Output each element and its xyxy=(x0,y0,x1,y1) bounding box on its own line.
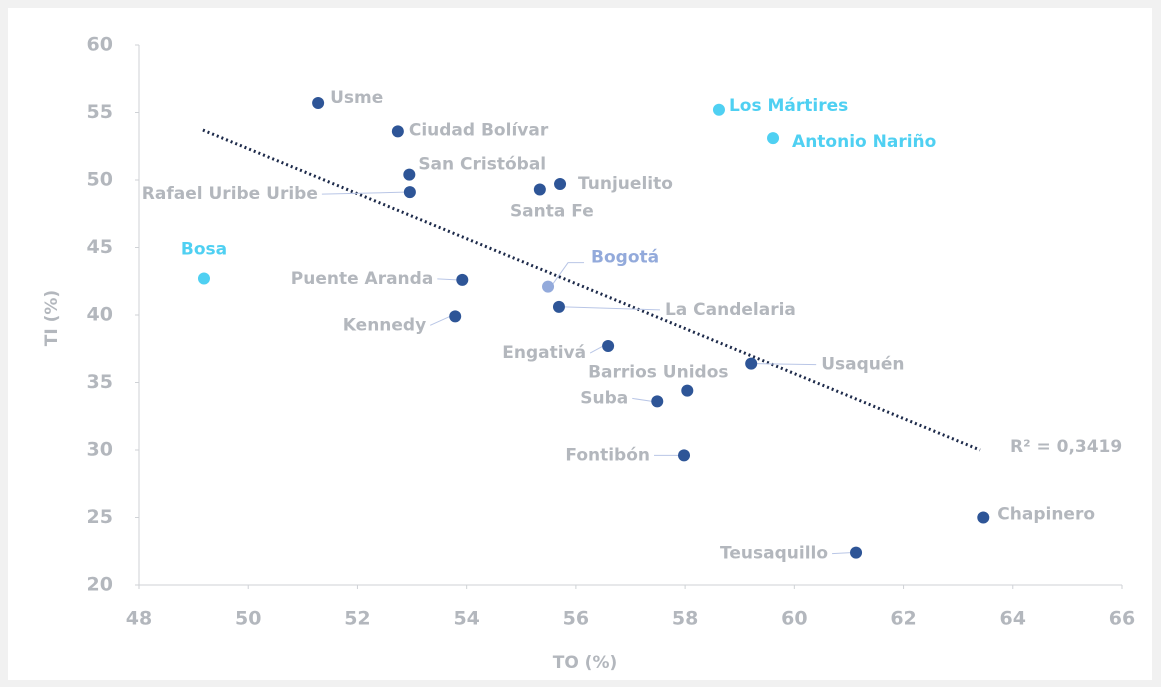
leader-line xyxy=(552,262,585,284)
point xyxy=(391,125,404,138)
point-label: Bogotá xyxy=(591,248,659,268)
y-tick-label: 30 xyxy=(87,439,113,461)
point xyxy=(681,384,694,397)
point-label: Suba xyxy=(580,388,628,408)
leader-line xyxy=(832,552,852,555)
point xyxy=(602,340,615,353)
y-tick-label: 35 xyxy=(87,371,113,393)
annotation: R² = 0,3419 xyxy=(1010,437,1122,457)
point xyxy=(651,395,664,408)
point xyxy=(554,178,567,191)
y-tick-label: 40 xyxy=(87,304,113,326)
point-label: Kennedy xyxy=(343,315,426,335)
point-label: Usme xyxy=(330,88,383,108)
y-tick-label: 55 xyxy=(87,101,113,123)
point xyxy=(850,546,863,559)
y-tick-label: 25 xyxy=(87,506,113,528)
point-label: San Cristóbal xyxy=(418,155,546,175)
point-label: La Candelaria xyxy=(665,300,796,320)
point-label: Bosa xyxy=(181,240,227,260)
point-label: Los Mártires xyxy=(729,96,848,116)
x-tick-label: 64 xyxy=(1000,608,1026,630)
trendline xyxy=(202,128,981,452)
point xyxy=(767,132,780,145)
point xyxy=(542,280,555,293)
point xyxy=(552,300,565,313)
x-tick-label: 66 xyxy=(1109,608,1135,630)
leader-line xyxy=(756,363,817,366)
x-tick-label: 52 xyxy=(344,608,370,630)
point xyxy=(456,273,469,286)
x-tick-label: 50 xyxy=(235,608,261,630)
leader-line xyxy=(429,315,451,326)
point xyxy=(403,186,416,199)
point xyxy=(712,103,725,116)
point xyxy=(678,449,691,462)
y-tick-label: 50 xyxy=(87,169,113,191)
point-label: Ciudad Bolívar xyxy=(409,120,549,140)
point xyxy=(197,272,210,285)
x-tick-label: 60 xyxy=(781,608,807,630)
x-tick-label: 48 xyxy=(126,608,152,630)
y-tick-label: 45 xyxy=(87,236,113,258)
leader-line xyxy=(321,191,405,195)
x-tick-label: 56 xyxy=(563,608,589,630)
point-label: Engativá xyxy=(502,343,586,363)
point-label: Puente Aranda xyxy=(291,269,434,289)
y-tick-label: 60 xyxy=(87,34,113,56)
plot-background xyxy=(8,8,1152,680)
point-label: Tunjuelito xyxy=(578,174,673,194)
point xyxy=(745,357,758,370)
point-label: Chapinero xyxy=(997,505,1095,525)
point xyxy=(977,511,990,524)
point-label: Santa Fe xyxy=(510,201,594,221)
point xyxy=(403,168,416,181)
point-label: Barrios Unidos xyxy=(588,363,728,383)
leader-line xyxy=(563,306,660,311)
x-axis-label: TO (%) xyxy=(553,653,618,673)
point-label: Teusaquillo xyxy=(720,544,828,564)
point-label: Antonio Nariño xyxy=(792,132,936,152)
point-label: Fontibón xyxy=(565,445,650,465)
y-axis-label: TI (%) xyxy=(42,290,62,346)
leader-line xyxy=(632,397,653,402)
y-tick-label: 20 xyxy=(87,574,113,596)
point-label: Usaquén xyxy=(821,355,904,375)
x-tick-label: 58 xyxy=(672,608,698,630)
point xyxy=(312,97,325,110)
point-label: Rafael Uribe Uribe xyxy=(142,184,318,204)
point xyxy=(533,183,546,196)
x-tick-label: 54 xyxy=(453,608,479,630)
leader-line xyxy=(437,278,458,281)
point xyxy=(449,310,462,323)
leader-line xyxy=(589,345,604,354)
x-tick-label: 62 xyxy=(890,608,916,630)
